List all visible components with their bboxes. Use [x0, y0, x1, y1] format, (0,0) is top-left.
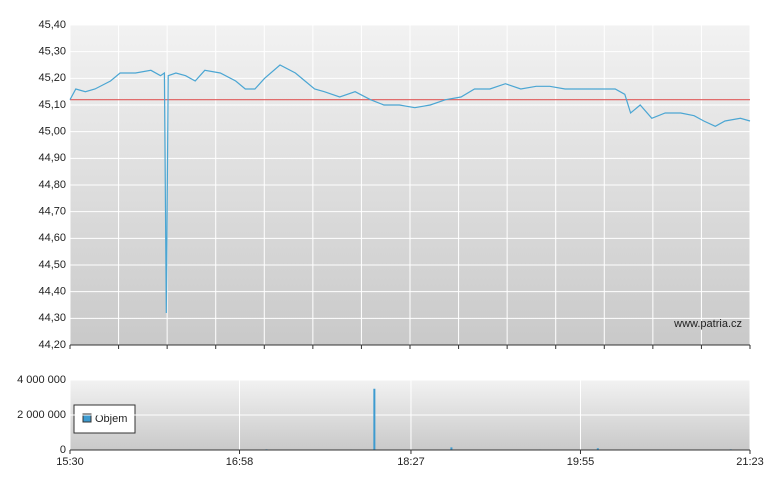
y-tick-label: 45,40	[38, 19, 66, 31]
legend-label: Objem	[95, 413, 127, 425]
y-tick-label: 45,10	[38, 99, 66, 111]
y-tick-label: 44,20	[38, 339, 66, 351]
volume-bar	[450, 447, 453, 450]
y-tick-label: 45,30	[38, 46, 66, 58]
y-tick-label: 44,70	[38, 206, 66, 218]
y-tick-label: 44,80	[38, 179, 66, 191]
x-tick-label: 18:27	[397, 456, 425, 468]
x-tick-label: 16:58	[226, 456, 254, 468]
y-tick-label: 2 000 000	[17, 409, 66, 421]
y-tick-label: 44,30	[38, 312, 66, 324]
y-tick-label: 44,50	[38, 259, 66, 271]
y-tick-label: 44,60	[38, 232, 66, 244]
volume-bar	[373, 388, 376, 450]
watermark: www.patria.cz	[673, 318, 742, 330]
x-tick-label: 19:55	[567, 456, 595, 468]
y-tick-label: 44,90	[38, 152, 66, 164]
price-line	[69, 64, 751, 314]
volume-bar	[596, 448, 599, 450]
legend-swatch	[82, 413, 92, 423]
y-tick-label: 45,00	[38, 126, 66, 138]
y-tick-label: 45,20	[38, 72, 66, 84]
y-tick-label: 44,40	[38, 286, 66, 298]
x-tick-label: 21:23	[736, 456, 764, 468]
x-tick-label: 15:30	[56, 456, 84, 468]
y-tick-label: 4 000 000	[17, 374, 66, 386]
y-tick-label: 0	[60, 444, 66, 456]
